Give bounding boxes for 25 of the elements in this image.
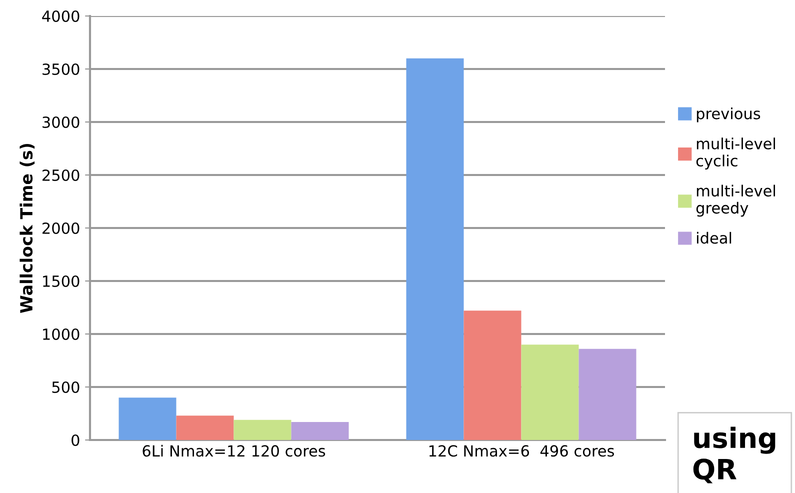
y-tick-label: 500	[52, 381, 80, 394]
legend-label: previous	[696, 108, 760, 122]
y-tick-label: 1500	[43, 275, 80, 288]
bar	[521, 344, 579, 440]
y-tick-label: 0	[72, 434, 80, 446]
x-tick-label: 6Li Nmax=12 120 cores	[142, 444, 326, 457]
y-tick-label: 2500	[42, 169, 80, 182]
y-tick-label: 1000	[43, 328, 80, 340]
bar	[464, 310, 522, 440]
x-tick-label: 12C Nmax=6 496 cores	[429, 445, 614, 457]
y-tick-label: 4000	[42, 10, 80, 22]
bar	[118, 398, 176, 440]
bar	[176, 416, 234, 440]
bar	[234, 420, 292, 440]
bar	[291, 422, 349, 440]
legend-label: multi-level cyclic	[696, 138, 776, 170]
legend-label: multi-level greedy	[696, 184, 776, 217]
y-tick-label: 3000	[42, 116, 80, 128]
bar	[578, 348, 636, 440]
y-tick-label: 2000	[42, 222, 80, 234]
y-axis-title: Wallclock Time (s)	[20, 144, 35, 313]
legend-label: ideal	[696, 232, 732, 244]
bar	[406, 58, 464, 440]
y-tick-label: 3500	[42, 63, 80, 76]
text: using QR	[693, 426, 776, 484]
